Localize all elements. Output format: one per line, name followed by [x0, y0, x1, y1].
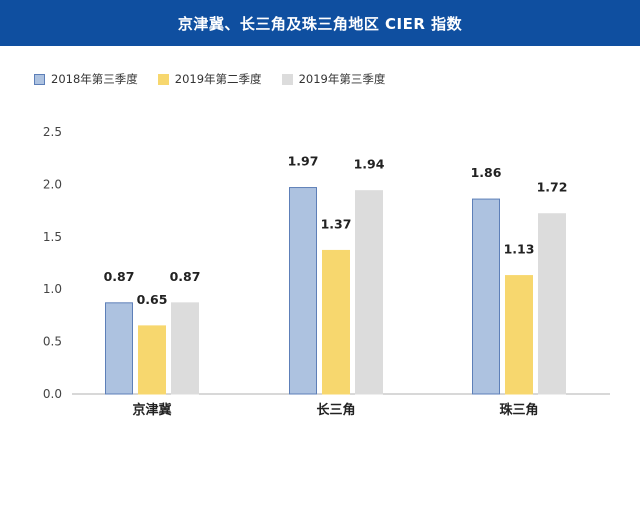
category-label: 珠三角 [499, 402, 538, 418]
category-label: 长三角 [316, 402, 355, 418]
bar-1-3 [472, 198, 500, 395]
y-tick-label: 1.5 [43, 230, 62, 244]
legend-label-2019q2: 2019年第二季度 [174, 72, 262, 86]
bar-1-1 [105, 302, 133, 395]
bar-2-2 [322, 249, 350, 395]
legend-label-2019q3: 2019年第三季度 [298, 72, 386, 86]
data-label: 0.87 [104, 269, 135, 284]
data-label: 1.97 [288, 154, 319, 169]
data-label: 1.72 [537, 180, 568, 195]
legend-swatch-2018q3 [34, 73, 45, 85]
legend-item-2018q3: 2018年第三季度 [34, 71, 138, 87]
y-tick-label: 0.0 [43, 387, 62, 401]
bar-3-3 [538, 213, 566, 395]
chart-title: 京津冀、长三角及珠三角地区 CIER 指数 [0, 0, 640, 46]
bar-1-2 [289, 187, 317, 395]
y-tick-label: 0.5 [43, 335, 62, 349]
data-label: 1.13 [504, 242, 535, 257]
legend: 2018年第三季度 2019年第二季度 2019年第三季度 [34, 70, 405, 88]
bar-3-2 [355, 190, 383, 395]
y-tick-label: 2.0 [43, 177, 62, 191]
y-tick-label: 1.0 [43, 282, 62, 296]
data-label: 1.37 [321, 216, 352, 231]
legend-label-2018q3: 2018年第三季度 [51, 72, 138, 86]
data-label: 1.94 [354, 157, 385, 172]
category-label: 京津冀 [132, 402, 171, 418]
legend-item-2019q3: 2019年第三季度 [281, 71, 386, 87]
legend-swatch-2019q2 [157, 73, 169, 85]
data-label: 0.65 [137, 292, 168, 307]
bar-2-3 [505, 275, 533, 395]
y-tick-label: 2.5 [43, 125, 62, 139]
bar-2-1 [138, 325, 166, 395]
data-label: 1.86 [471, 165, 502, 180]
bar-3-1 [171, 302, 199, 395]
data-label: 0.87 [170, 269, 201, 284]
legend-swatch-2019q3 [281, 73, 293, 85]
legend-item-2019q2: 2019年第二季度 [157, 71, 262, 87]
